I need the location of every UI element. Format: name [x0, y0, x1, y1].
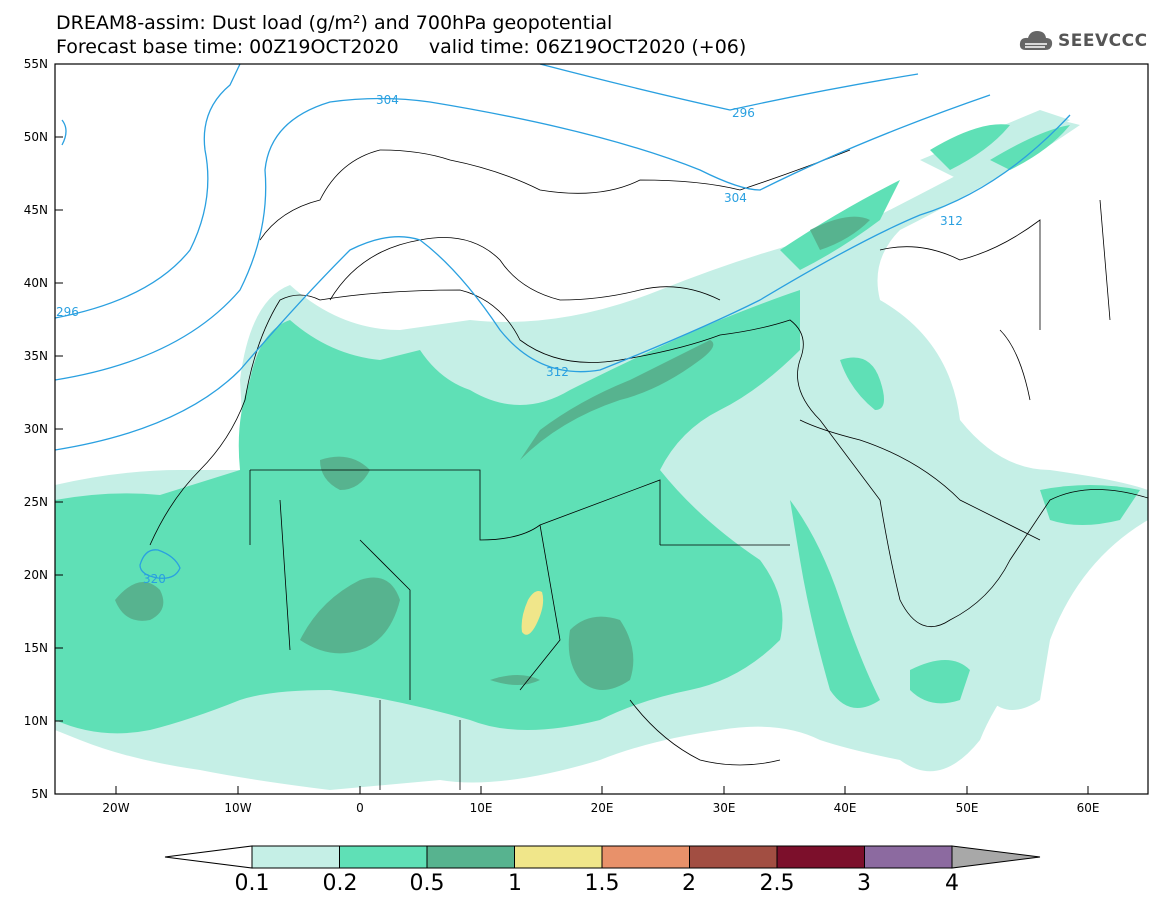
lon-label: 40E [833, 801, 857, 815]
geopotential-contours [55, 64, 1071, 579]
dust-layer-1 [521, 591, 544, 635]
forecast-time-line: Forecast base time: 00Z19OCT2020 valid t… [56, 36, 747, 58]
colorbar-label: 3 [857, 871, 871, 896]
lon-label: 20E [590, 801, 614, 815]
contour-label: 320 [143, 572, 166, 586]
lat-label: 15N [23, 641, 48, 655]
cloud-logo-icon [1019, 31, 1053, 50]
colorbar [164, 845, 1041, 869]
lat-label: 40N [23, 276, 48, 290]
contour-label: 312 [546, 365, 569, 379]
contour-label: 304 [724, 191, 747, 205]
colorbar-label: 1.5 [584, 871, 620, 896]
contour-label: 296 [56, 305, 79, 319]
axis-ticks [55, 63, 1089, 794]
lon-label: 20W [102, 801, 130, 815]
dust-layer-05 [115, 216, 870, 690]
lon-label: 60E [1076, 801, 1100, 815]
lat-label: 25N [23, 495, 48, 509]
logo-text: SEEVCCC [1058, 31, 1148, 51]
contour-label: 312 [940, 214, 963, 228]
colorbar-label: 0.2 [322, 871, 358, 896]
colorbar-low-arrow [164, 845, 253, 869]
lat-label: 45N [23, 203, 48, 217]
contour-label: 296 [732, 106, 755, 120]
colorbar-label: 2.5 [759, 871, 795, 896]
colorbar-swatch [776, 845, 865, 869]
lat-label: 55N [23, 57, 48, 71]
colorbar-swatch [514, 845, 603, 869]
lat-label: 30N [23, 422, 48, 436]
land-boundaries [149, 149, 1148, 790]
lon-label: 30E [712, 801, 736, 815]
map-title: DREAM8-assim: Dust load (g/m²) and 700hP… [56, 12, 613, 34]
colorbar-swatch [426, 845, 515, 869]
lat-label: 20N [23, 568, 48, 582]
lat-label: 50N [23, 130, 48, 144]
colorbar-label: 4 [945, 871, 959, 896]
colorbar-label: 2 [682, 871, 696, 896]
lat-label: 5N [31, 787, 48, 801]
colorbar-label: 0.5 [409, 871, 445, 896]
lon-label: 10W [224, 801, 252, 815]
colorbar-swatch [689, 845, 778, 869]
lon-label: 10E [469, 801, 493, 815]
lat-label: 10N [23, 714, 48, 728]
colorbar-swatch [864, 845, 953, 869]
lon-label: 50E [955, 801, 979, 815]
contour-label: 304 [376, 93, 399, 107]
seevccc-logo: SEEVCCC [1018, 26, 1148, 56]
colorbar-swatch [251, 845, 340, 869]
colorbar-high-arrow [951, 845, 1041, 869]
colorbar-swatch [339, 845, 428, 869]
lat-label: 35N [23, 349, 48, 363]
colorbar-label: 0.1 [234, 871, 270, 896]
colorbar-label: 1 [508, 871, 522, 896]
lon-label: 0 [356, 801, 364, 815]
colorbar-swatch [601, 845, 690, 869]
